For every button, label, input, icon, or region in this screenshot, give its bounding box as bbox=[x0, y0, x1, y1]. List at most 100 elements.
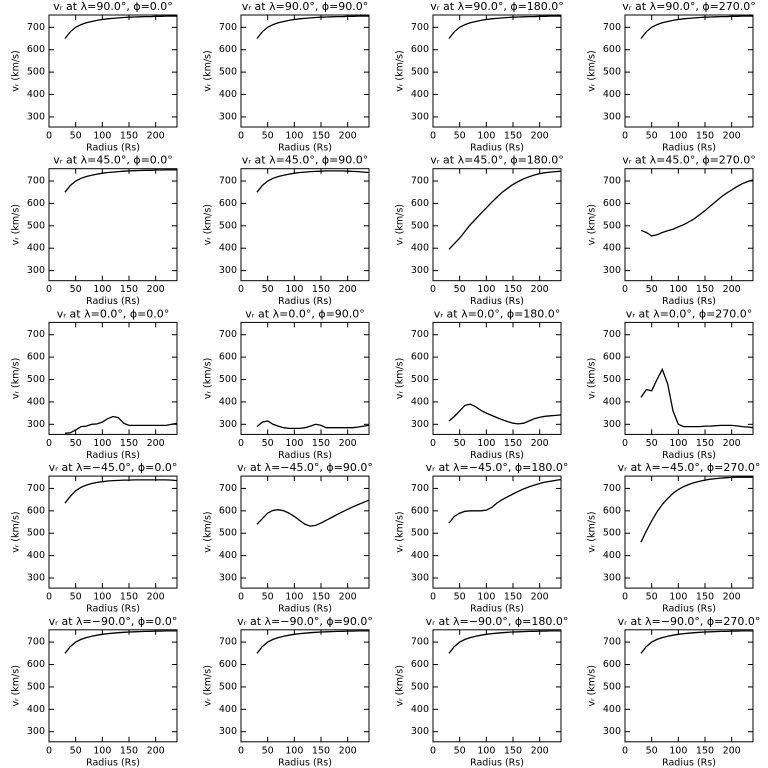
panel-title: vᵣ at λ=−45.0°, ϕ=270.0° bbox=[618, 461, 761, 474]
panel-title: vᵣ at λ=−90.0°, ϕ=90.0° bbox=[237, 615, 373, 628]
y-tick-label: 500 bbox=[27, 220, 45, 231]
y-tick-label: 500 bbox=[603, 528, 621, 539]
x-tick-label: 200 bbox=[531, 131, 549, 142]
x-tick-label: 200 bbox=[147, 438, 165, 449]
y-tick-label: 400 bbox=[603, 396, 621, 407]
y-axis-label: vᵣ (km/s) bbox=[395, 358, 406, 399]
x-tick-label: 50 bbox=[262, 284, 274, 295]
plot-frame bbox=[624, 168, 754, 282]
y-tick-label: 300 bbox=[27, 573, 45, 584]
x-tick-label: 0 bbox=[430, 438, 436, 449]
y-tick-label: 300 bbox=[27, 265, 45, 276]
y-tick-label: 400 bbox=[219, 396, 237, 407]
y-tick-label: 600 bbox=[27, 352, 45, 363]
y-tick-label: 600 bbox=[603, 198, 621, 209]
y-tick-label: 400 bbox=[27, 396, 45, 407]
x-tick-label: 200 bbox=[147, 592, 165, 603]
x-tick-label: 200 bbox=[723, 745, 741, 756]
y-tick-label: 500 bbox=[411, 220, 429, 231]
data-line bbox=[256, 499, 370, 527]
x-tick-label: 100 bbox=[669, 284, 687, 295]
x-tick-label: 100 bbox=[669, 438, 687, 449]
x-tick-label: 200 bbox=[147, 284, 165, 295]
y-tick-label: 700 bbox=[27, 637, 45, 648]
panel-title: vᵣ at λ=−90.0°, ϕ=270.0° bbox=[618, 615, 761, 628]
y-tick-label: 300 bbox=[603, 111, 621, 122]
plot-frame bbox=[624, 321, 754, 435]
y-tick-label: 400 bbox=[27, 243, 45, 254]
x-tick-label: 150 bbox=[504, 284, 522, 295]
data-line bbox=[448, 170, 562, 250]
x-tick-label: 150 bbox=[120, 131, 138, 142]
x-tick-label: 200 bbox=[531, 592, 549, 603]
plot-frame bbox=[48, 475, 178, 589]
x-tick-label: 150 bbox=[312, 284, 330, 295]
data-line bbox=[640, 630, 753, 654]
x-tick-label: 0 bbox=[238, 131, 244, 142]
y-tick-label: 300 bbox=[219, 419, 237, 430]
data-line bbox=[64, 15, 177, 39]
x-tick-label: 150 bbox=[696, 592, 714, 603]
x-tick-label: 150 bbox=[120, 438, 138, 449]
x-tick-label: 150 bbox=[504, 131, 522, 142]
y-tick-label: 600 bbox=[411, 198, 429, 209]
x-tick-label: 100 bbox=[669, 745, 687, 756]
x-tick-label: 50 bbox=[454, 745, 466, 756]
x-tick-label: 200 bbox=[531, 438, 549, 449]
data-line bbox=[64, 479, 178, 504]
panel-title: vᵣ at λ=45.0°, ϕ=270.0° bbox=[622, 154, 756, 167]
x-tick-label: 100 bbox=[285, 745, 303, 756]
x-tick-label: 100 bbox=[669, 131, 687, 142]
x-tick-label: 100 bbox=[93, 438, 111, 449]
y-axis-label: vᵣ (km/s) bbox=[587, 665, 598, 706]
y-tick-label: 500 bbox=[411, 528, 429, 539]
plot-frame bbox=[432, 168, 562, 282]
y-tick-label: 600 bbox=[603, 659, 621, 670]
y-tick-label: 700 bbox=[27, 176, 45, 187]
x-tick-label: 100 bbox=[477, 592, 495, 603]
y-axis-label: vᵣ (km/s) bbox=[395, 50, 406, 91]
y-tick-label: 600 bbox=[603, 505, 621, 516]
y-tick-label: 400 bbox=[603, 704, 621, 715]
plot-frame bbox=[432, 629, 562, 743]
x-tick-label: 50 bbox=[454, 438, 466, 449]
x-axis-label: Radius (Rs) bbox=[662, 604, 716, 615]
x-tick-label: 50 bbox=[646, 284, 658, 295]
x-axis-label: Radius (Rs) bbox=[278, 604, 332, 615]
x-tick-label: 150 bbox=[696, 131, 714, 142]
data-line bbox=[256, 15, 369, 39]
x-tick-label: 50 bbox=[454, 284, 466, 295]
x-tick-label: 0 bbox=[430, 592, 436, 603]
y-axis-label: vᵣ (km/s) bbox=[395, 204, 406, 245]
y-tick-label: 700 bbox=[27, 22, 45, 33]
x-tick-label: 100 bbox=[93, 592, 111, 603]
x-tick-label: 0 bbox=[622, 592, 628, 603]
x-tick-label: 100 bbox=[285, 131, 303, 142]
x-axis-label: Radius (Rs) bbox=[470, 143, 524, 154]
x-tick-label: 0 bbox=[238, 438, 244, 449]
y-axis-label: vᵣ (km/s) bbox=[11, 665, 22, 706]
data-line bbox=[64, 415, 178, 434]
y-tick-label: 300 bbox=[219, 111, 237, 122]
x-axis-label: Radius (Rs) bbox=[86, 450, 140, 461]
y-tick-label: 300 bbox=[27, 726, 45, 737]
y-tick-label: 700 bbox=[411, 329, 429, 340]
panel-title: vᵣ at λ=−90.0°, ϕ=0.0° bbox=[49, 615, 178, 628]
x-tick-label: 100 bbox=[93, 745, 111, 756]
panel-title: vᵣ at λ=90.0°, ϕ=0.0° bbox=[53, 0, 173, 13]
y-tick-label: 700 bbox=[411, 483, 429, 494]
x-axis-label: Radius (Rs) bbox=[470, 296, 524, 307]
y-tick-label: 700 bbox=[27, 483, 45, 494]
x-tick-label: 50 bbox=[646, 745, 658, 756]
data-line bbox=[256, 170, 370, 193]
y-tick-label: 300 bbox=[411, 111, 429, 122]
y-axis-label: vᵣ (km/s) bbox=[587, 511, 598, 552]
y-tick-label: 500 bbox=[411, 374, 429, 385]
x-tick-label: 0 bbox=[238, 745, 244, 756]
panel-title: vᵣ at λ=0.0°, ϕ=180.0° bbox=[434, 307, 561, 320]
x-tick-label: 50 bbox=[70, 438, 82, 449]
plot-frame bbox=[432, 14, 562, 128]
y-tick-label: 400 bbox=[411, 550, 429, 561]
x-axis-label: Radius (Rs) bbox=[662, 757, 716, 768]
x-tick-label: 100 bbox=[477, 438, 495, 449]
